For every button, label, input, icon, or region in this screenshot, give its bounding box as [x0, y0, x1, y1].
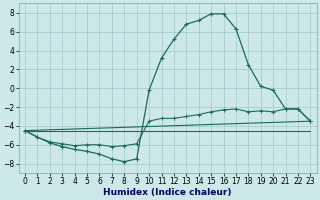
- X-axis label: Humidex (Indice chaleur): Humidex (Indice chaleur): [103, 188, 232, 197]
